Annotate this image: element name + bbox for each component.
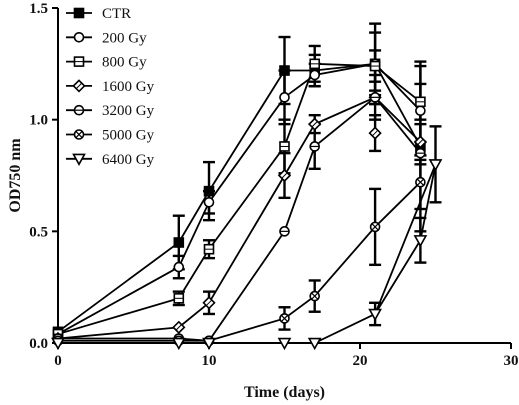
data-point-800-gy	[415, 96, 426, 108]
data-point-1600-gy	[172, 320, 186, 334]
legend-label-800-gy: 800 Gy	[102, 55, 147, 71]
marker-shape	[413, 235, 428, 248]
marker-inner-line	[75, 82, 83, 90]
data-point-5000-gy	[279, 313, 290, 324]
ticks: 0 10 20 30 0.0 0.5 1.0 1.5	[29, 1, 518, 369]
marker-inner-line	[311, 292, 319, 300]
series-line-5000-gy	[58, 181, 422, 342]
marker-shape	[203, 185, 215, 197]
data-point-800-gy	[369, 60, 381, 72]
data-point-5000-gy	[369, 221, 381, 233]
y-tick-label: 0.5	[29, 224, 48, 240]
data-point-6400-gy	[202, 337, 216, 351]
data-point-6400-gy	[428, 159, 443, 172]
series-line-6400-gy	[58, 163, 437, 344]
data-point-800-gy	[173, 293, 185, 304]
legend: CTR 200 Gy 800 Gy 1600 Gy 3200 Gy 5000 Gy 6400…	[66, 6, 155, 168]
marker-shape	[173, 237, 185, 248]
data-point-ctr	[203, 185, 215, 197]
marker-inner-line	[205, 299, 213, 306]
data-point-3200-gy	[415, 147, 426, 159]
data-point-800-gy	[309, 58, 321, 70]
marker-shape	[72, 153, 86, 166]
legend-marker-5000-gy	[73, 129, 85, 140]
marker-shape	[73, 7, 85, 19]
marker-shape	[73, 31, 85, 43]
data-point-200-gy	[203, 197, 215, 208]
data-point-5000-gy	[309, 290, 321, 302]
data-point-1600-gy	[413, 135, 428, 149]
marker-inner-line	[416, 178, 424, 186]
marker-shape	[309, 69, 321, 81]
marker-shape	[415, 105, 426, 117]
marker-shape	[279, 92, 290, 103]
data-point-3200-gy	[279, 226, 290, 237]
data-point-800-gy	[203, 243, 215, 255]
x-tick-label: 0	[54, 353, 62, 369]
data-point-200-gy	[173, 261, 185, 273]
marker-inner-line	[75, 130, 83, 139]
marker-shape	[428, 159, 443, 172]
marker-shape	[277, 337, 292, 351]
marker-inner-line	[280, 314, 289, 323]
data-point-6400-gy	[277, 337, 292, 351]
data-point-5000-gy	[415, 176, 426, 188]
marker-shape	[203, 197, 215, 208]
legend-marker-3200-gy	[73, 104, 85, 116]
data-point-ctr	[173, 237, 185, 248]
marker-shape	[173, 261, 185, 273]
data-point-6400-gy	[368, 308, 382, 322]
legend-label-6400-gy: 6400 Gy	[102, 152, 155, 168]
legend-label-ctr: CTR	[102, 6, 131, 22]
legend-label-5000-gy: 5000 Gy	[102, 128, 155, 144]
data-point-1600-gy	[202, 296, 216, 310]
marker-inner-line	[311, 121, 318, 128]
y-axis-title: OD750 nm	[7, 138, 24, 213]
error-bars	[172, 22, 442, 331]
data-point-3200-gy	[369, 92, 381, 103]
marker-inner-line	[371, 129, 379, 137]
data-point-3200-gy	[309, 141, 321, 152]
marker-inner-line	[371, 223, 379, 231]
data-point-1600-gy	[277, 168, 292, 183]
data-point-1600-gy	[308, 117, 322, 131]
marker-inner-line	[281, 172, 288, 179]
legend-label-1600-gy: 1600 Gy	[102, 79, 155, 95]
marker-inner-line	[175, 324, 182, 331]
series-markers	[51, 58, 443, 351]
data-point-200-gy	[415, 105, 426, 117]
marker-shape	[51, 337, 65, 351]
legend-marker-ctr	[73, 7, 85, 19]
marker-shape	[368, 308, 382, 322]
data-point-ctr	[279, 65, 290, 76]
legend-marker-800-gy	[73, 56, 85, 67]
x-tick-label: 10	[202, 353, 217, 369]
x-axis-title: Time (days)	[244, 384, 325, 401]
marker-shape	[279, 65, 290, 76]
marker-shape	[202, 337, 216, 351]
marker-shape	[171, 337, 186, 351]
data-point-6400-gy	[307, 337, 322, 351]
data-point-1600-gy	[368, 126, 382, 140]
y-tick-label: 0.0	[29, 336, 48, 352]
legend-label-3200-gy: 3200 Gy	[102, 103, 155, 119]
y-tick-label: 1.0	[29, 113, 48, 129]
legend-marker-200-gy	[73, 31, 85, 43]
legend-label-200-gy: 200 Gy	[102, 30, 147, 46]
x-tick-label: 20	[353, 353, 368, 369]
marker-inner-line	[417, 138, 424, 146]
data-point-200-gy	[279, 92, 290, 103]
data-point-6400-gy	[171, 337, 186, 351]
legend-marker-1600-gy	[72, 79, 86, 93]
data-point-6400-gy	[413, 235, 428, 248]
x-tick-label: 30	[504, 353, 519, 369]
data-point-200-gy	[309, 69, 321, 81]
data-point-6400-gy	[51, 337, 65, 351]
data-point-800-gy	[279, 141, 290, 152]
legend-marker-6400-gy	[72, 153, 86, 166]
y-tick-label: 1.5	[29, 1, 48, 17]
marker-shape	[307, 337, 322, 351]
